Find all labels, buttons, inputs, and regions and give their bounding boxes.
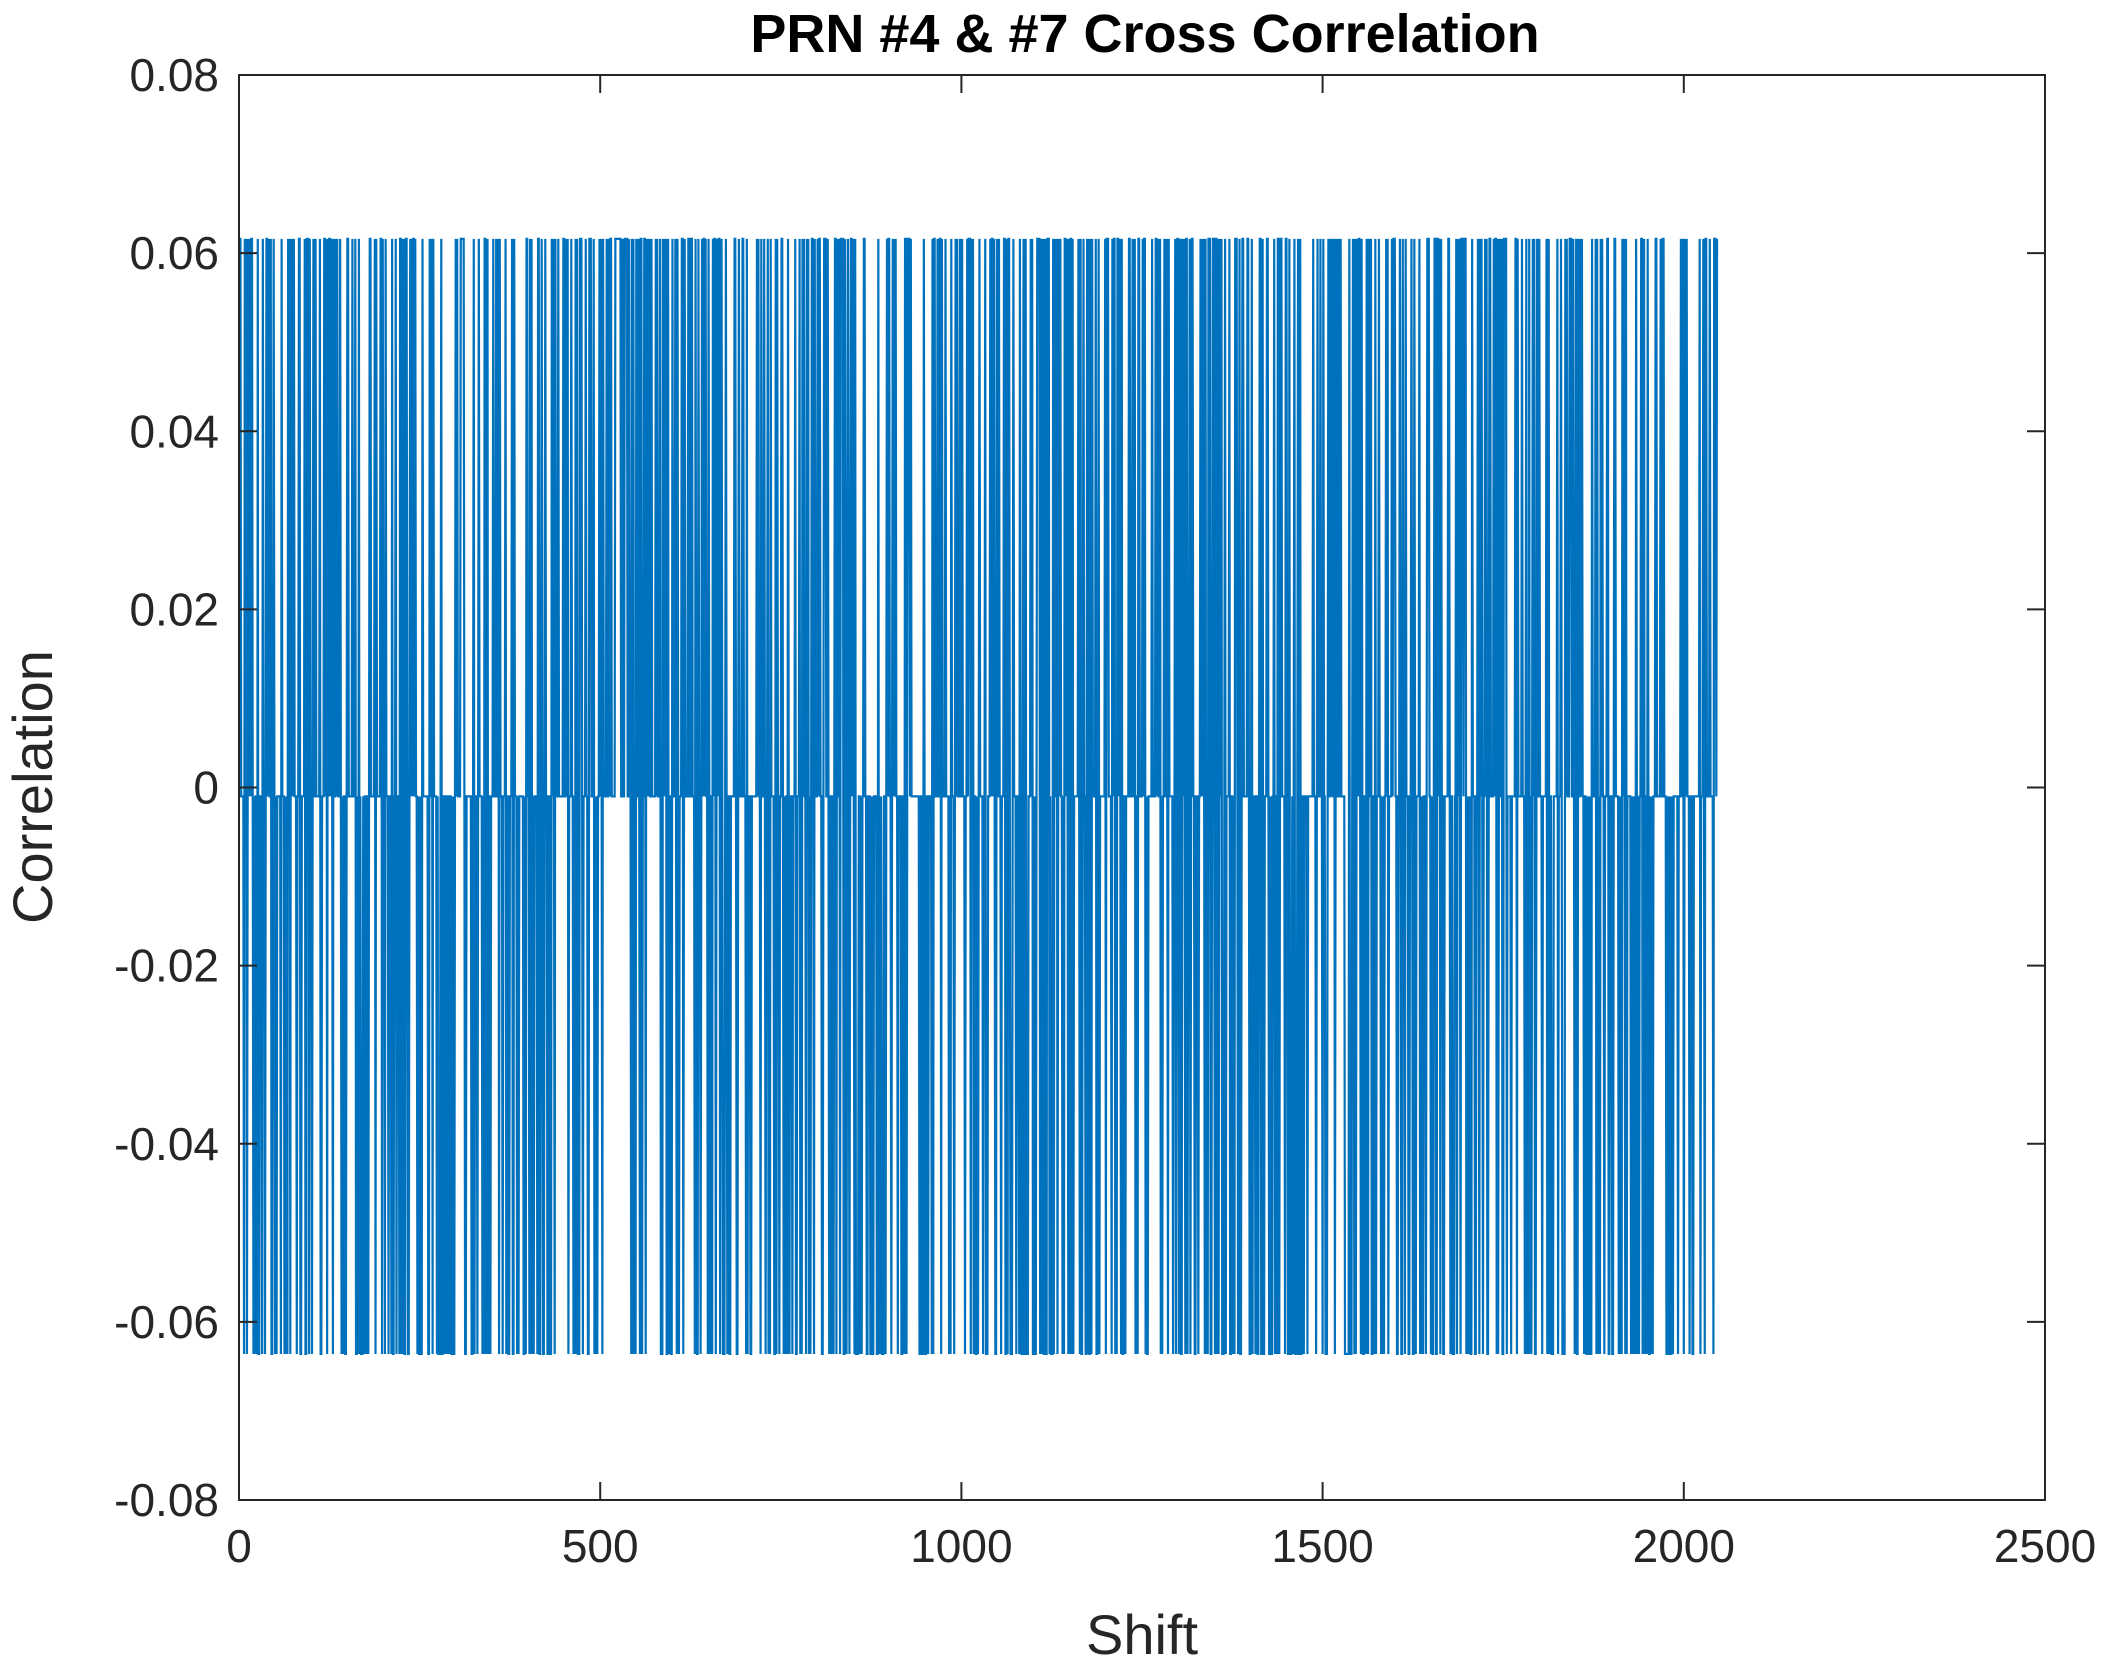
series-layer [239, 237, 1719, 1356]
x-tick-label: 2000 [1633, 1520, 1735, 1572]
x-axis-label: Shift [1086, 1603, 1198, 1665]
y-tick-label: -0.08 [114, 1474, 219, 1526]
x-tick-label: 1000 [910, 1520, 1012, 1572]
correlation-series-line [239, 237, 1719, 1356]
x-tick-label: 0 [226, 1520, 252, 1572]
x-tick-label: 500 [562, 1520, 639, 1572]
y-tick-label: -0.06 [114, 1296, 219, 1348]
y-tick-label: 0.08 [129, 49, 219, 101]
y-tick-label: 0.02 [129, 583, 219, 635]
x-tick-label: 2500 [1994, 1520, 2096, 1572]
ticks-layer: 0 500 1000 1500 2000 25000.080.060.040.020-0.… [114, 49, 2096, 1572]
y-tick-label: 0.06 [129, 227, 219, 279]
plot-area: 0 500 1000 1500 2000 25000.080.060.040.020-0.… [114, 49, 2096, 1572]
y-tick-label: -0.04 [114, 1118, 219, 1170]
y-tick-label: -0.02 [114, 940, 219, 992]
y-tick-label: 0 [193, 762, 219, 814]
x-tick-label: 1500 [1271, 1520, 1373, 1572]
chart-title: PRN #4 & #7 Cross Correlation [750, 4, 1539, 64]
y-tick-label: 0.04 [129, 405, 219, 457]
y-axis-label: Correlation [1, 650, 64, 924]
